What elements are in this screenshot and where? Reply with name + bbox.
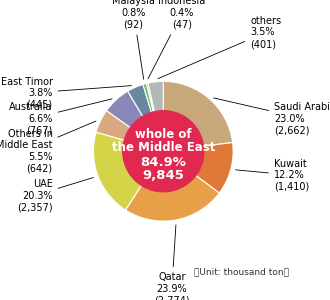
Text: （Unit: thousand ton）: （Unit: thousand ton） (193, 268, 288, 277)
Circle shape (123, 111, 204, 192)
Wedge shape (191, 142, 233, 193)
Wedge shape (125, 172, 219, 221)
Text: Qatar
23.9%
(2,774): Qatar 23.9% (2,774) (154, 225, 190, 300)
Text: whole of: whole of (135, 128, 192, 141)
Text: Malaysia
0.8%
(92): Malaysia 0.8% (92) (112, 0, 155, 79)
Text: Australia
6.6%
(767): Australia 6.6% (767) (9, 99, 112, 136)
Text: others
3.5%
(401): others 3.5% (401) (158, 16, 281, 79)
Text: Saudi Arabia
23.0%
(2,662): Saudi Arabia 23.0% (2,662) (214, 98, 330, 136)
Wedge shape (96, 111, 136, 142)
Text: East Timor
3.8%
(445): East Timor 3.8% (445) (1, 77, 132, 110)
Text: UAE
20.3%
(2,357): UAE 20.3% (2,357) (17, 178, 93, 212)
Text: Indonesia
0.4%
(47): Indonesia 0.4% (47) (148, 0, 206, 79)
Wedge shape (163, 81, 233, 147)
Wedge shape (107, 91, 146, 131)
Text: the Middle East: the Middle East (112, 141, 215, 154)
Text: Others in
Middle East
5.5%
(642): Others in Middle East 5.5% (642) (0, 121, 96, 174)
Text: Kuwait
12.2%
(1,410): Kuwait 12.2% (1,410) (236, 158, 309, 192)
Wedge shape (146, 83, 156, 118)
Wedge shape (128, 84, 153, 122)
Wedge shape (143, 83, 155, 119)
Wedge shape (93, 132, 145, 210)
Text: 9,845: 9,845 (142, 169, 184, 182)
Wedge shape (148, 81, 163, 118)
Text: 84.9%: 84.9% (140, 156, 186, 169)
